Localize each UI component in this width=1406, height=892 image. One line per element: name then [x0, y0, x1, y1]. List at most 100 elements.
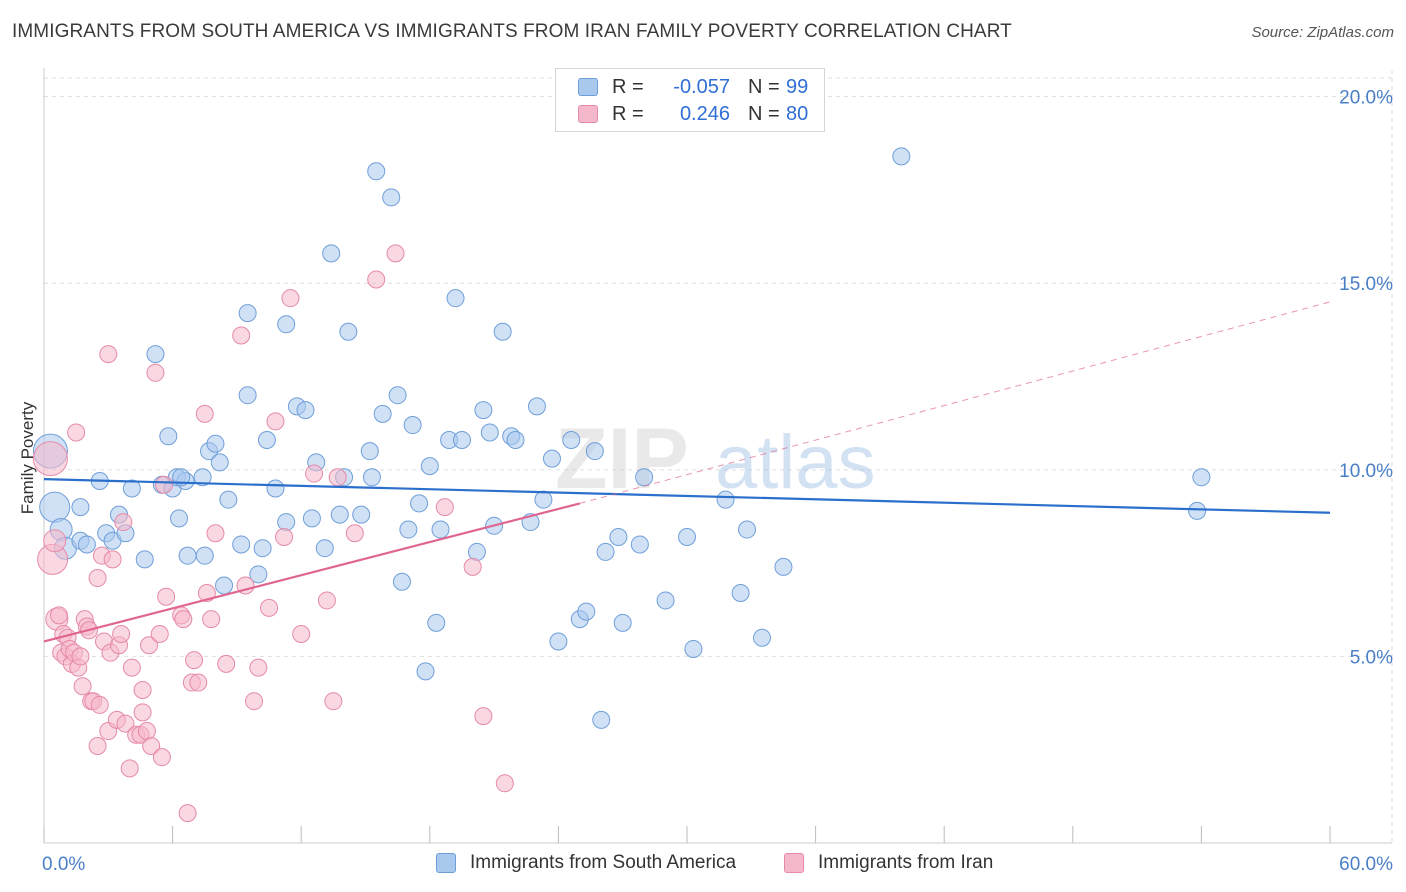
legend: R = -0.057 N = 99 R = 0.246 N = 80	[555, 68, 825, 132]
data-point-iran	[133, 681, 152, 699]
y-tick-label: 5.0%	[1350, 647, 1393, 668]
watermark-atlas: atlas	[715, 420, 876, 505]
data-point-iran	[133, 703, 152, 722]
data-point-south-america	[146, 345, 165, 364]
data-point-south-america	[388, 386, 407, 405]
data-point-south-america	[431, 520, 450, 539]
data-point-iran	[249, 658, 268, 677]
data-point-south-america	[1192, 468, 1211, 487]
data-point-iran	[146, 363, 165, 382]
data-point-south-america	[382, 188, 401, 207]
data-point-iran	[260, 598, 279, 617]
source-label: Source: ZipAtlas.com	[1251, 24, 1394, 41]
trend-line-south-america	[43, 478, 1331, 514]
data-point-south-america	[427, 613, 446, 632]
legend-n-value: 99	[786, 75, 809, 98]
data-point-iran	[324, 692, 343, 711]
legend-row-south-america: R = -0.057 N = 99	[578, 75, 808, 99]
data-point-south-america	[446, 289, 465, 308]
trend-line-iran	[43, 502, 581, 643]
trend-lines	[43, 301, 1331, 643]
data-point-iran	[99, 345, 118, 364]
data-point-iran	[217, 654, 236, 673]
data-point-south-america	[738, 520, 757, 539]
data-point-south-america	[731, 583, 750, 602]
data-point-iran	[292, 625, 311, 644]
data-point-iran	[245, 692, 264, 711]
data-point-iran	[155, 475, 174, 494]
data-point-iran	[474, 707, 493, 726]
data-point-south-america	[71, 498, 90, 517]
data-point-iran	[112, 625, 131, 644]
data-point-south-america	[219, 490, 238, 509]
bottom-legend-label: Immigrants from Iran	[818, 852, 994, 873]
data-point-south-america	[122, 479, 141, 498]
data-point-iran	[232, 326, 251, 345]
legend-n-label: N =	[748, 102, 780, 125]
legend-swatch-pink	[578, 105, 598, 123]
data-point-iran	[137, 722, 156, 741]
data-point-south-america	[253, 539, 272, 558]
bottom-legend-swatch-pink	[784, 853, 804, 873]
data-point-iran	[67, 423, 86, 442]
legend-r-label: R =	[612, 102, 644, 125]
data-point-south-america	[195, 546, 214, 565]
data-point-south-america	[609, 528, 628, 546]
data-point-south-america	[392, 572, 411, 591]
data-point-iran	[386, 244, 405, 263]
data-point-south-america	[330, 505, 349, 524]
data-point-south-america	[630, 535, 649, 554]
data-point-south-america	[1188, 501, 1207, 520]
data-point-iran	[178, 804, 197, 823]
data-point-south-america	[678, 528, 696, 546]
watermark-zip: ZIP	[555, 411, 689, 507]
data-point-south-america	[467, 542, 486, 561]
bottom-legend-item-south-america: Immigrants from South America	[436, 852, 736, 874]
data-point-iran	[189, 673, 208, 692]
data-point-south-america	[296, 401, 315, 420]
data-point-south-america	[193, 468, 212, 487]
data-point-iran	[103, 550, 122, 569]
data-point-south-america	[178, 546, 197, 565]
data-point-south-america	[257, 430, 276, 449]
data-point-south-america	[549, 632, 568, 651]
x-tick-label: 0.0%	[42, 854, 85, 875]
data-point-south-america	[474, 401, 493, 420]
data-point-iran	[367, 270, 386, 289]
data-point-iran	[345, 524, 364, 543]
data-point-iran	[281, 289, 300, 308]
series-iran-points	[32, 244, 514, 823]
data-point-iran	[142, 736, 161, 755]
bottom-legend-item-iran: Immigrants from Iran	[784, 852, 993, 874]
y-tick-label: 10.0%	[1339, 461, 1393, 482]
data-point-south-america	[403, 416, 422, 435]
data-point-south-america	[527, 397, 546, 416]
data-point-south-america	[656, 591, 675, 610]
data-point-south-america	[542, 449, 561, 468]
data-point-iran	[32, 441, 68, 477]
watermark: ZIP atlas	[555, 411, 876, 507]
data-point-iran	[122, 658, 141, 677]
data-point-iran	[305, 464, 324, 483]
data-point-iran	[90, 695, 109, 714]
data-point-south-america	[362, 468, 381, 487]
data-point-south-america	[399, 520, 418, 539]
legend-row-iran: R = 0.246 N = 80	[578, 102, 808, 126]
legend-r-label: R =	[612, 75, 644, 98]
chart-title: IMMIGRANTS FROM SOUTH AMERICA VS IMMIGRA…	[12, 21, 1012, 42]
data-point-iran	[197, 583, 216, 602]
data-point-south-america	[39, 491, 71, 523]
data-point-south-america	[716, 490, 735, 509]
data-point-south-america	[452, 430, 471, 449]
data-point-iran	[157, 587, 176, 606]
grid-lines	[44, 70, 1393, 843]
data-point-south-america	[420, 457, 439, 476]
data-point-south-america	[613, 613, 632, 632]
y-axis-label: Family Poverty	[18, 401, 37, 514]
series-south-america-points	[32, 147, 1211, 729]
data-point-south-america	[77, 535, 96, 554]
data-point-south-america	[266, 479, 285, 498]
data-point-south-america	[373, 404, 392, 423]
data-point-iran	[495, 774, 514, 793]
